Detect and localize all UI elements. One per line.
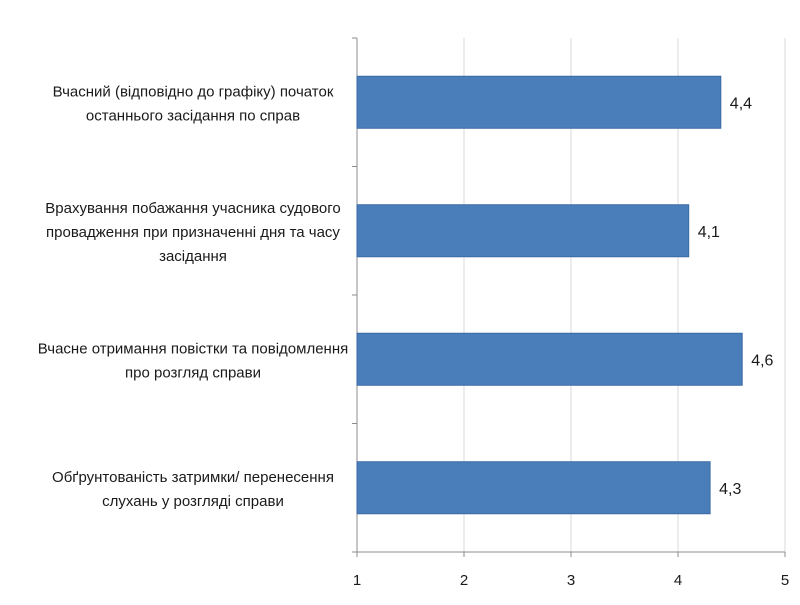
category-label: про розгляд справи bbox=[125, 364, 261, 381]
category-label: Врахування побажання учасника судового bbox=[45, 200, 340, 217]
category-label: Обґрунтованість затримки/ перенесення bbox=[52, 469, 334, 486]
data-label: 4,3 bbox=[719, 481, 741, 498]
x-tick-label: 3 bbox=[567, 572, 575, 589]
data-label: 4,4 bbox=[730, 95, 752, 112]
x-tick-label: 5 bbox=[781, 572, 789, 589]
data-label: 4,1 bbox=[698, 224, 720, 241]
bar-4 bbox=[356, 461, 711, 515]
x-tick-label: 2 bbox=[460, 572, 468, 589]
bar-2 bbox=[356, 204, 690, 258]
category-label: останнього засідання по справ bbox=[86, 107, 300, 124]
category-label: провадження при призначенні дня та часу bbox=[46, 224, 340, 241]
category-label: Вчасний (відповідно до графіку) початок bbox=[53, 83, 334, 100]
data-label: 4,6 bbox=[751, 352, 773, 369]
x-tick-label: 4 bbox=[674, 572, 682, 589]
bar-3 bbox=[356, 332, 743, 386]
bar-1 bbox=[356, 75, 722, 129]
category-label: Вчасне отримання повістки та повідомленн… bbox=[38, 340, 349, 357]
x-tick-label: 1 bbox=[353, 572, 361, 589]
category-label: засідання bbox=[159, 248, 227, 265]
category-label: слухань у розгляді справи bbox=[102, 493, 284, 510]
